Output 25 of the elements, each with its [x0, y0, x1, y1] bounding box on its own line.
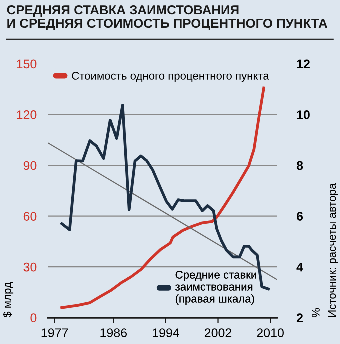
y-tick-label: 120	[17, 110, 37, 120]
x-tick-label: 2010	[257, 328, 284, 338]
x-tick-label: 1994	[153, 328, 180, 338]
y2-tick-label: 10	[297, 110, 310, 120]
y-tick-label: 60	[24, 212, 37, 221]
y2-tick-label: 6	[297, 212, 304, 221]
legend-label: Средние ставки заимствования (правая шкала)	[176, 271, 256, 305]
y2-axis-title: %	[312, 308, 320, 318]
y2-tick-label: 2	[296, 314, 303, 322]
line-series	[60, 86, 266, 310]
x-tick-label: 1977	[42, 328, 68, 338]
chart-title: СРЕДНЯЯ СТАВКА ЗАИМСТОВАНИЯ И СРЕДНЯЯ СТОИМОСТЬ ПРОЦЕНТНОГО ПУНКТА	[7, 6, 328, 31]
y-axis-title: $ млрд	[3, 282, 14, 318]
y2-tick-label: 4	[296, 263, 304, 272]
legend-label: Стоимость одного процентного пункта	[72, 72, 270, 82]
y2-tick-label: 12	[297, 60, 310, 69]
y2-tick-label: 8	[296, 161, 304, 170]
y-tick-label: 90	[24, 161, 37, 170]
line-series	[60, 104, 270, 291]
y-tick-label: 30	[24, 262, 37, 272]
x-tick-label: 1986	[100, 328, 128, 338]
text: Источник: расчеты автора	[328, 183, 338, 317]
y-tick-label: 150	[17, 60, 37, 69]
x-tick-label: 2002	[204, 328, 232, 338]
y-tick-label: 0	[30, 314, 37, 323]
